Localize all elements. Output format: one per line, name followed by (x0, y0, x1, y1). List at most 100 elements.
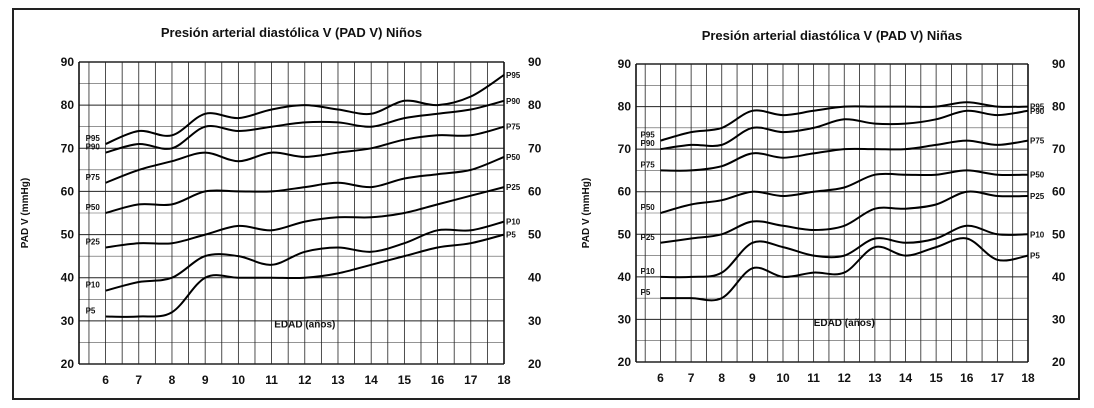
series-label-left: P10 (641, 267, 656, 276)
y-tick-label-right: 90 (1052, 57, 1066, 71)
y-tick-label-right: 20 (528, 357, 542, 371)
x-tick-label: 7 (688, 371, 695, 385)
series-line-p95 (105, 74, 505, 145)
x-tick-label: 18 (497, 373, 511, 387)
y-tick-label-left: 70 (61, 141, 75, 155)
y-tick-label-left: 50 (618, 227, 632, 241)
series-line-p5 (660, 237, 1029, 302)
series-line-p75 (660, 139, 1029, 172)
series-label-right: P75 (506, 123, 521, 132)
y-tick-label-right: 20 (1052, 355, 1066, 369)
series-label-right: P10 (1030, 230, 1045, 239)
y-tick-label-left: 30 (618, 312, 632, 326)
x-tick-label: 14 (899, 371, 913, 385)
y-tick-label-left: 40 (618, 270, 632, 284)
chart-frame: Presión arterial diastólica V (PAD V) Ni… (12, 8, 1080, 400)
y-tick-label-left: 50 (61, 228, 75, 242)
y-tick-label-right: 40 (1052, 270, 1066, 284)
series-line-p90 (105, 99, 505, 154)
x-tick-label: 6 (657, 371, 664, 385)
y-tick-label-right: 30 (528, 314, 542, 328)
y-tick-label-left: 70 (618, 142, 632, 156)
y-tick-label-left: 20 (618, 355, 632, 369)
series-line-p50 (105, 155, 505, 214)
x-tick-label: 13 (331, 373, 345, 387)
y-tick-label-right: 60 (1052, 185, 1066, 199)
y-tick-label-right: 70 (1052, 142, 1066, 156)
series-label-left: P10 (86, 281, 101, 290)
charts-svg: Presión arterial diastólica V (PAD V) Ni… (20, 25, 1066, 387)
series-label-left: P5 (86, 307, 96, 316)
chart-ninos: Presión arterial diastólica V (PAD V) Ni… (20, 25, 542, 387)
chart-title: Presión arterial diastólica V (PAD V) Ni… (161, 25, 422, 40)
x-tick-label: 10 (776, 371, 790, 385)
x-axis-label: EDAD (años) (814, 318, 875, 329)
series-label-left: P90 (86, 143, 101, 152)
series-line-p10 (105, 220, 505, 292)
series-line-p90 (660, 109, 1029, 151)
x-tick-label: 10 (232, 373, 246, 387)
y-tick-label-right: 80 (528, 98, 542, 112)
x-tick-label: 14 (365, 373, 379, 387)
series-label-left: P95 (86, 134, 101, 143)
x-tick-label: 12 (298, 373, 312, 387)
x-tick-label: 11 (807, 371, 820, 385)
series-line-p50 (660, 169, 1029, 214)
series-line-p10 (660, 224, 1029, 279)
x-tick-label: 13 (868, 371, 882, 385)
x-tick-label: 6 (102, 373, 109, 387)
y-tick-label-left: 80 (61, 98, 75, 112)
x-tick-label: 16 (431, 373, 445, 387)
series-label-right: P75 (1030, 137, 1045, 146)
series-line-p25 (105, 186, 505, 249)
series-label-left: P95 (641, 131, 656, 140)
y-tick-label-left: 80 (618, 100, 632, 114)
x-tick-label: 7 (135, 373, 142, 387)
series-label-right: P95 (1030, 103, 1045, 112)
series-label-right: P5 (506, 231, 516, 240)
x-tick-label: 9 (202, 373, 209, 387)
y-tick-label-right: 50 (528, 228, 542, 242)
series-label-right: P50 (506, 153, 521, 162)
x-tick-label: 18 (1021, 371, 1035, 385)
y-tick-label-right: 70 (528, 141, 542, 155)
series-label-right: P25 (506, 183, 521, 192)
x-axis-label: EDAD (años) (274, 319, 335, 330)
series-label-left: P90 (641, 139, 656, 148)
x-tick-label: 16 (960, 371, 974, 385)
series-label-right: P10 (506, 218, 521, 227)
y-tick-label-left: 30 (61, 314, 75, 328)
x-tick-label: 17 (464, 373, 478, 387)
chart-title: Presión arterial diastólica V (PAD V) Ni… (702, 28, 963, 43)
series-label-right: P25 (1030, 192, 1045, 201)
y-tick-label-right: 30 (1052, 312, 1066, 326)
x-tick-label: 8 (169, 373, 176, 387)
chart-ninas: Presión arterial diastólica V (PAD V) Ni… (581, 28, 1066, 385)
series-label-left: P25 (86, 238, 101, 247)
series-label-left: P50 (86, 203, 101, 212)
y-tick-label-left: 20 (61, 357, 75, 371)
y-tick-label-left: 90 (61, 55, 75, 69)
x-tick-label: 11 (265, 373, 278, 387)
y-tick-label-left: 60 (61, 184, 75, 198)
x-tick-label: 17 (991, 371, 1005, 385)
series-line-p75 (105, 125, 505, 184)
y-tick-label-right: 80 (1052, 100, 1066, 114)
x-tick-label: 9 (749, 371, 756, 385)
series-label-right: P95 (506, 71, 521, 80)
series-label-left: P50 (641, 203, 656, 212)
y-tick-label-right: 90 (528, 55, 542, 69)
y-axis-label: PAD V (mmHg) (581, 178, 592, 248)
x-tick-label: 12 (838, 371, 852, 385)
x-tick-label: 8 (718, 371, 725, 385)
series-line-p95 (660, 101, 1029, 142)
series-label-left: P5 (641, 288, 651, 297)
series-label-right: P90 (506, 97, 521, 106)
series-label-left: P25 (641, 233, 656, 242)
series-line-p5 (105, 233, 505, 318)
y-tick-label-left: 90 (618, 57, 632, 71)
series-label-right: P50 (1030, 171, 1045, 180)
series-label-left: P75 (641, 160, 656, 169)
series-label-right: P5 (1030, 252, 1040, 261)
y-tick-label-right: 50 (1052, 227, 1066, 241)
